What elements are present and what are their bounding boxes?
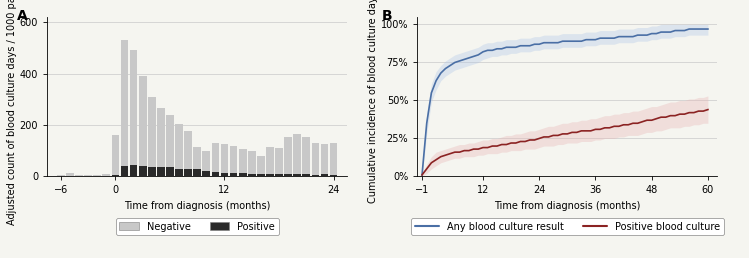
Bar <box>330 175 338 176</box>
Bar <box>321 144 328 176</box>
Bar <box>330 143 338 176</box>
Bar <box>94 175 101 176</box>
Bar <box>221 144 228 176</box>
Bar <box>175 124 183 176</box>
Y-axis label: Adjusted count of blood culture days / 1000 patients: Adjusted count of blood culture days / 1… <box>7 0 17 225</box>
Bar <box>139 166 147 176</box>
Bar <box>211 143 219 176</box>
Bar <box>75 175 83 176</box>
Bar <box>166 167 174 176</box>
Bar <box>202 171 210 176</box>
Bar <box>148 167 156 176</box>
Bar <box>275 148 283 176</box>
Bar <box>239 149 246 176</box>
Bar <box>184 169 192 176</box>
Bar <box>175 169 183 176</box>
Bar <box>239 173 246 176</box>
Bar <box>321 174 328 176</box>
Bar <box>57 175 64 176</box>
Bar <box>303 174 310 176</box>
Bar <box>112 135 119 176</box>
Bar <box>66 173 74 176</box>
Bar <box>257 156 264 176</box>
Legend: Negative, Positive: Negative, Positive <box>115 218 279 235</box>
Bar <box>157 108 165 176</box>
Bar <box>303 136 310 176</box>
Bar <box>121 40 128 176</box>
Bar <box>275 174 283 176</box>
Bar <box>285 136 292 176</box>
Bar <box>139 76 147 176</box>
Bar <box>202 151 210 176</box>
Bar <box>230 173 237 176</box>
Bar <box>248 174 255 176</box>
Bar <box>130 165 138 176</box>
X-axis label: Time from diagnosis (months): Time from diagnosis (months) <box>494 201 640 211</box>
Bar <box>266 147 274 176</box>
Bar <box>257 174 264 176</box>
Y-axis label: Cumulative incidence of blood culture days: Cumulative incidence of blood culture da… <box>368 0 378 203</box>
Text: B: B <box>381 9 392 23</box>
Bar <box>193 169 201 176</box>
Bar <box>112 175 119 176</box>
Bar <box>193 147 201 176</box>
Bar <box>294 174 301 176</box>
Bar <box>221 173 228 176</box>
Legend: Any blood culture result, Positive blood culture: Any blood culture result, Positive blood… <box>410 218 724 235</box>
Bar <box>230 146 237 176</box>
Bar <box>211 172 219 176</box>
Bar <box>312 175 319 176</box>
Bar <box>294 134 301 176</box>
Bar <box>166 115 174 176</box>
Bar <box>266 174 274 176</box>
Bar <box>85 175 92 176</box>
Bar <box>121 166 128 176</box>
Bar <box>285 174 292 176</box>
Bar <box>157 167 165 176</box>
Bar <box>184 131 192 176</box>
Text: A: A <box>17 9 28 23</box>
Bar <box>130 50 138 176</box>
Bar <box>248 151 255 176</box>
Bar <box>312 143 319 176</box>
Bar <box>148 97 156 176</box>
X-axis label: Time from diagnosis (months): Time from diagnosis (months) <box>124 201 270 211</box>
Bar <box>103 174 110 176</box>
